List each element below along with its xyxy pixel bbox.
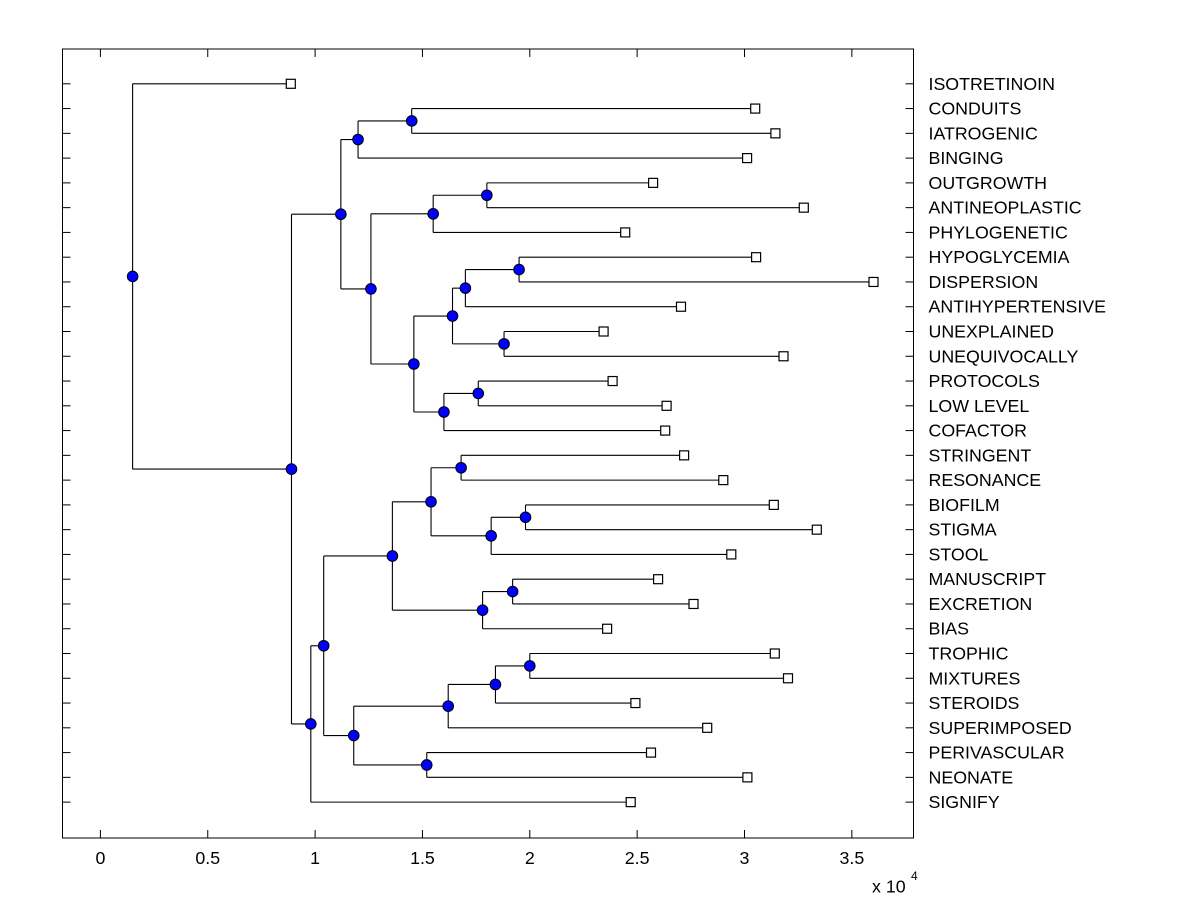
svg-text:EXCRETION: EXCRETION (929, 594, 1033, 614)
svg-text:STEROIDS: STEROIDS (929, 693, 1020, 713)
svg-text:ANTINEOPLASTIC: ANTINEOPLASTIC (929, 198, 1082, 218)
svg-text:LOW LEVEL: LOW LEVEL (929, 396, 1030, 416)
svg-text:2.5: 2.5 (625, 848, 650, 868)
svg-text:PROTOCOLS: PROTOCOLS (929, 371, 1040, 391)
svg-text:RESONANCE: RESONANCE (929, 470, 1042, 490)
svg-text:BIAS: BIAS (929, 619, 970, 639)
svg-text:STOOL: STOOL (929, 544, 989, 564)
svg-text:ANTIHYPERTENSIVE: ANTIHYPERTENSIVE (929, 297, 1107, 317)
svg-text:STRINGENT: STRINGENT (929, 445, 1032, 465)
svg-text:NEONATE: NEONATE (929, 767, 1014, 787)
svg-text:ISOTRETINOIN: ISOTRETINOIN (929, 74, 1055, 94)
svg-text:IATROGENIC: IATROGENIC (929, 123, 1038, 143)
svg-text:UNEXPLAINED: UNEXPLAINED (929, 322, 1055, 342)
svg-text:BIOFILM: BIOFILM (929, 495, 1000, 515)
svg-text:MIXTURES: MIXTURES (929, 668, 1021, 688)
svg-text:STIGMA: STIGMA (929, 520, 997, 540)
svg-text:DISPERSION: DISPERSION (929, 272, 1039, 292)
svg-text:SUPERIMPOSED: SUPERIMPOSED (929, 718, 1072, 738)
svg-text:x 10: x 10 (872, 877, 906, 897)
svg-text:4: 4 (911, 869, 918, 883)
svg-text:BINGING: BINGING (929, 148, 1004, 168)
svg-text:2: 2 (525, 848, 535, 868)
svg-text:3.5: 3.5 (839, 848, 864, 868)
svg-text:PERIVASCULAR: PERIVASCULAR (929, 743, 1065, 763)
svg-text:TROPHIC: TROPHIC (929, 644, 1009, 664)
svg-text:CONDUITS: CONDUITS (929, 99, 1022, 119)
svg-text:0.5: 0.5 (195, 848, 220, 868)
svg-text:COFACTOR: COFACTOR (929, 421, 1028, 441)
svg-text:SIGNIFY: SIGNIFY (929, 792, 1000, 812)
svg-text:HYPOGLYCEMIA: HYPOGLYCEMIA (929, 247, 1070, 267)
svg-text:PHYLOGENETIC: PHYLOGENETIC (929, 222, 1068, 242)
svg-text:MANUSCRIPT: MANUSCRIPT (929, 569, 1047, 589)
svg-text:0: 0 (95, 848, 105, 868)
svg-text:3: 3 (740, 848, 750, 868)
svg-text:UNEQUIVOCALLY: UNEQUIVOCALLY (929, 346, 1079, 366)
svg-text:OUTGROWTH: OUTGROWTH (929, 173, 1048, 193)
svg-text:1.5: 1.5 (410, 848, 435, 868)
svg-text:1: 1 (310, 848, 320, 868)
